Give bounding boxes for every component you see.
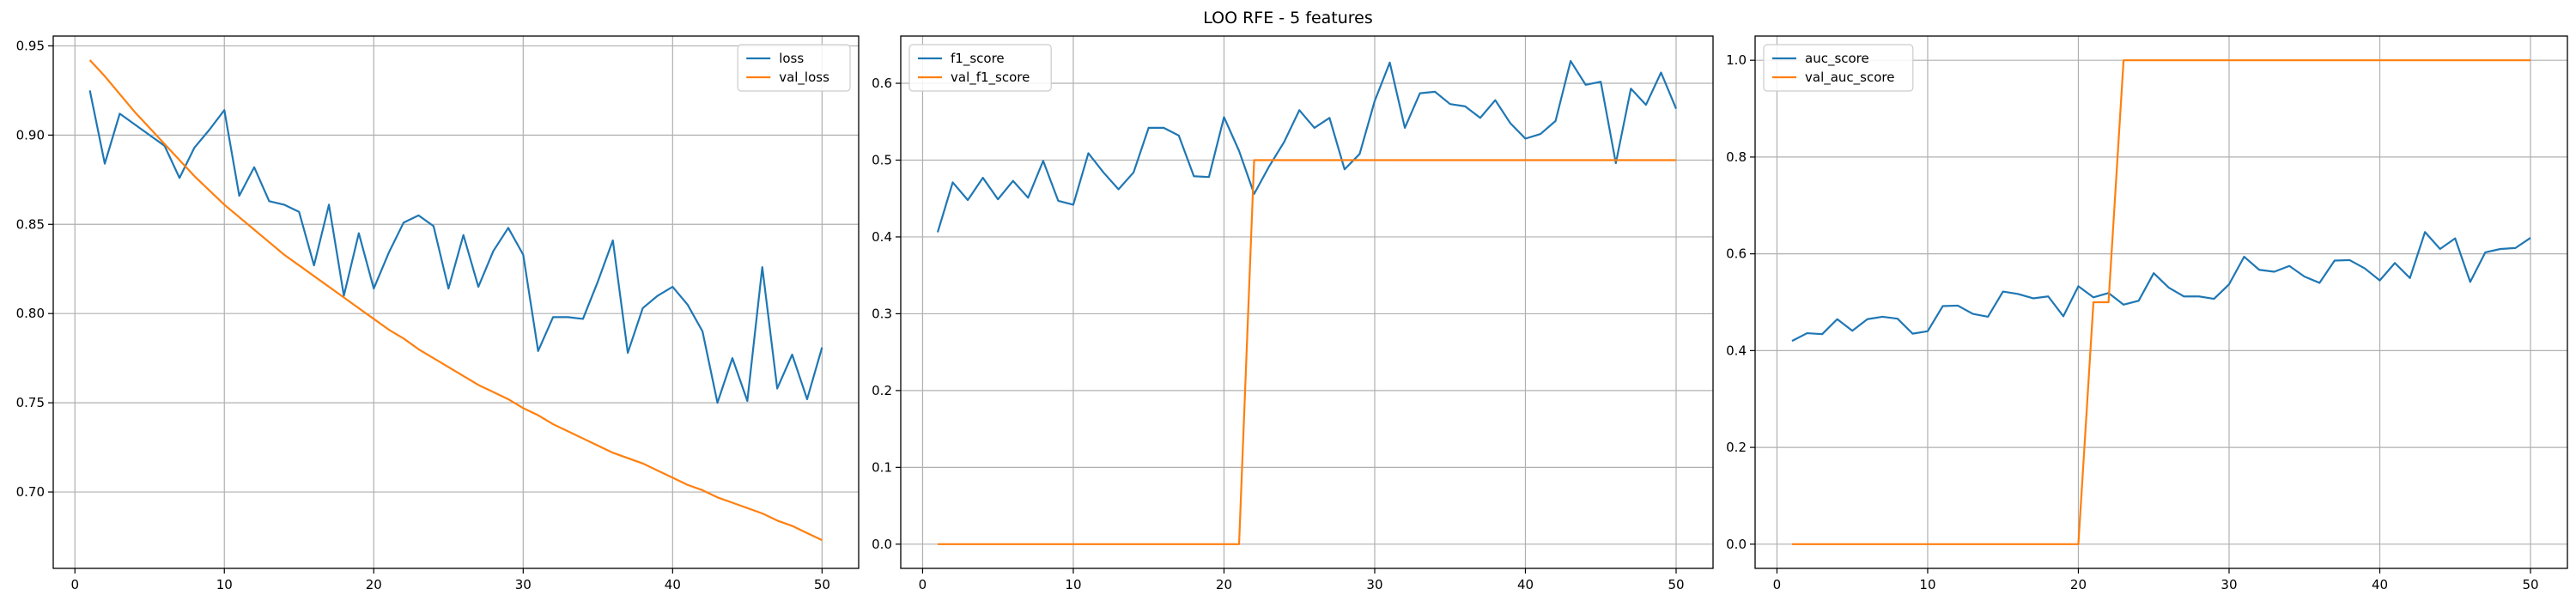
legend-label: val_auc_score [1805, 70, 1895, 86]
y-tick-label: 0.80 [16, 306, 45, 321]
x-tick-label: 30 [2221, 577, 2237, 592]
x-tick-label: 0 [70, 577, 79, 592]
series-line-f1-score [936, 59, 1678, 233]
x-tick-label: 20 [2070, 577, 2087, 592]
y-tick-label: 0.6 [872, 76, 892, 91]
series-line-val-auc-score [1792, 59, 2530, 545]
x-tick-label: 40 [2372, 577, 2388, 592]
x-tick-label: 10 [216, 577, 233, 592]
y-tick-label: 1.0 [1726, 52, 1747, 68]
y-tick-label: 0.2 [872, 383, 892, 398]
series-line-loss [88, 90, 823, 404]
legend-label: auc_score [1805, 51, 1869, 67]
y-tick-label: 0.4 [872, 229, 892, 245]
x-tick-label: 40 [665, 577, 681, 592]
f1-score-subplot: 0 10 20 30 40 50 0.0 0.1 0.2 0.3 0.4 0.5 0.6 f1_score… [872, 35, 1714, 592]
axes-frame [52, 35, 860, 569]
y-tick-label: 0.0 [872, 537, 892, 552]
x-tick-label: 0 [919, 577, 927, 592]
legend-box [908, 44, 1052, 92]
y-tick-label: 0.2 [1726, 440, 1747, 455]
legend-label: loss [779, 51, 804, 66]
legend-label: val_loss [779, 70, 829, 86]
x-tick-label: 10 [1919, 577, 1935, 592]
y-tick-label: 0.85 [16, 216, 45, 232]
series-line-val-loss [88, 59, 823, 542]
x-tick-label: 0 [1773, 577, 1782, 592]
legend: loss val_loss [737, 44, 851, 92]
legend-box [737, 44, 851, 92]
x-tick-label: 50 [814, 577, 830, 592]
x-tick-label: 40 [1517, 577, 1534, 592]
y-tick-label: 0.4 [1726, 343, 1747, 358]
x-tick-label: 30 [515, 577, 532, 592]
x-tick-label: 50 [2522, 577, 2538, 592]
axes-frame [900, 35, 1714, 569]
legend: auc_score val_auc_score [1763, 44, 1914, 92]
legend-label: val_f1_score [951, 70, 1030, 86]
x-tick-label: 20 [1216, 577, 1232, 592]
auc-score-subplot: 0 10 20 30 40 50 0.0 0.2 0.4 0.6 0.8 1.0 auc_scoreva… [1726, 35, 2568, 592]
y-tick-label: 0.3 [872, 306, 892, 321]
y-tick-label: 0.8 [1726, 149, 1747, 165]
loss-subplot: 0 10 20 30 40 50 0.70 0.75 0.80 0.85 0.90 0.95 loss v… [16, 35, 860, 592]
legend-box [1763, 44, 1914, 92]
y-tick-label: 0.1 [872, 459, 892, 475]
figure-title: LOO RFE - 5 features [1203, 9, 1373, 27]
legend: f1_score val_f1_score [908, 44, 1052, 92]
y-tick-label: 0.90 [16, 127, 45, 143]
x-tick-label: 10 [1065, 577, 1081, 592]
x-tick-label: 20 [366, 577, 382, 592]
x-tick-label: 30 [1366, 577, 1382, 592]
y-tick-label: 0.0 [1726, 537, 1747, 552]
y-tick-label: 0.95 [16, 38, 45, 53]
y-tick-label: 0.6 [1726, 246, 1747, 262]
legend-label: f1_score [951, 51, 1005, 67]
axes-frame [1754, 35, 2568, 569]
y-tick-label: 0.70 [16, 484, 45, 500]
y-tick-label: 0.75 [16, 395, 45, 410]
series-line-val-f1-score [938, 159, 1676, 545]
series-line-auc-score [1791, 231, 2531, 343]
x-tick-label: 50 [1668, 577, 1684, 592]
y-tick-label: 0.5 [872, 152, 892, 167]
